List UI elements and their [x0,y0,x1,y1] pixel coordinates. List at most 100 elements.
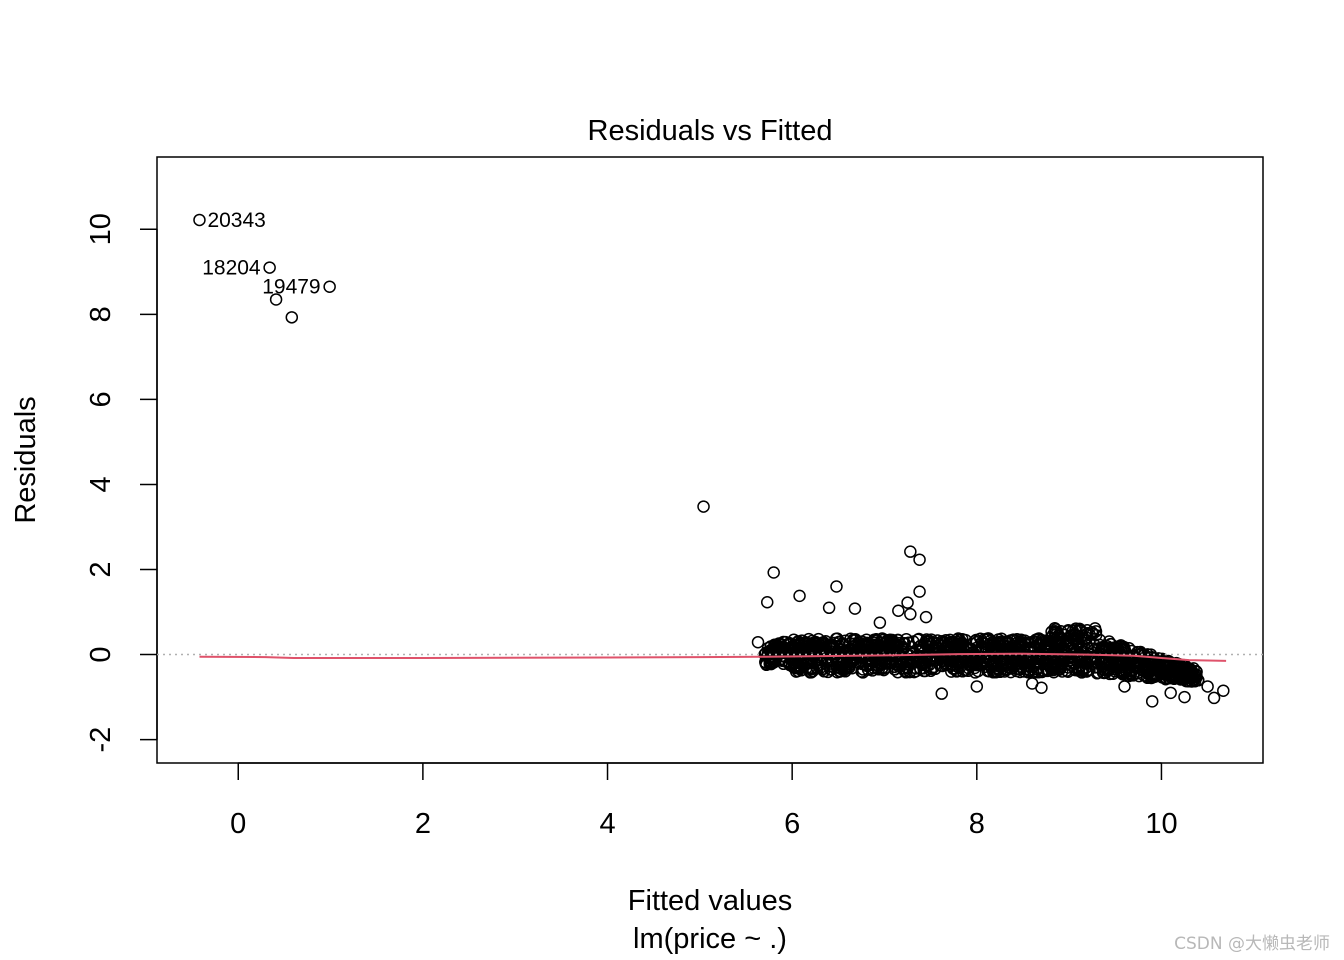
data-point [1118,680,1131,693]
cloud-point [1088,661,1102,674]
cloud-point [1085,625,1099,639]
cloud-point [1097,663,1110,676]
data-point [697,500,710,513]
cloud-point [1007,633,1020,646]
dense-point-cloud [758,621,1205,688]
point-label: 19479 [262,276,320,299]
cloud-point [937,635,950,649]
cloud-point [1192,674,1205,687]
cloud-point [802,662,816,675]
cloud-point [1127,652,1140,666]
data-point [1025,677,1039,690]
watermark: CSDN @大懒虫老师 [1174,934,1330,954]
cloud-point [1124,668,1137,682]
cloud-point [1068,663,1082,677]
data-point [1145,695,1159,708]
cloud-point [998,635,1012,649]
cloud-point [975,636,989,649]
data-point [830,580,843,593]
cloud-point [767,652,781,666]
cloud-point [774,652,787,666]
cloud-point [956,632,969,646]
data-point [767,566,780,579]
data-point [269,293,283,306]
cloud-point [1010,662,1023,676]
data-point [1164,686,1177,700]
cloud-point [979,660,992,673]
y-tick-label: 4 [85,476,117,492]
cloud-point [1023,656,1036,670]
data-point [919,610,933,624]
data-point [1217,684,1230,697]
cloud-point [1018,636,1031,649]
cloud-point [917,657,930,670]
cloud-point [891,633,905,647]
cloud-point [819,634,832,648]
x-tick-label: 8 [969,808,985,840]
data-point [970,680,984,693]
cloud-point [931,636,944,650]
cloud-point [856,663,870,676]
data-point [751,635,765,649]
point-label: 20343 [207,209,265,232]
data-point [913,553,926,566]
data-point [935,687,948,700]
y-tick-label: -2 [85,727,117,753]
cloud-point [838,646,852,660]
cloud-point [903,653,916,666]
cloud-point [830,640,844,653]
data-point [1207,691,1221,705]
cloud-point [1148,668,1162,681]
cloud-point [1048,621,1062,635]
cloud-point [916,640,929,654]
data-point [822,601,836,615]
y-tick-label: 10 [85,213,117,245]
point-label: 18204 [202,257,261,280]
data-point [1178,690,1191,704]
cloud-point [1157,665,1170,679]
cloud-point [883,656,897,670]
lines [157,652,1263,662]
x-tick-label: 10 [1145,808,1177,840]
cloud-point [835,663,849,676]
cloud-point [1088,622,1102,635]
cloud-point [1076,662,1090,675]
axes: 0 2 4 6 8 10 -2 0 2 4 6 8 10 [85,213,1178,840]
y-tick-label: 2 [85,561,117,577]
cloud-point [761,648,774,662]
cloud-point [1037,664,1050,678]
x-axis-label: Fitted values [628,885,792,917]
data-point [913,585,926,598]
cloud-point [1072,638,1085,651]
data-point [848,602,862,615]
cloud-point [1021,666,1035,679]
cloud-point [810,636,823,650]
cloud-point [883,633,897,646]
cloud-point [1122,662,1135,675]
cloud-point [977,633,991,646]
cloud-point [1173,672,1187,686]
labeled-point [263,261,276,274]
x-tick-label: 4 [599,808,615,840]
y-tick-label: 0 [85,646,117,662]
data-point [1201,680,1214,693]
smooth-line [199,652,1227,662]
data-point [904,607,917,621]
y-axis-label: Residuals [10,396,42,523]
cloud-point [844,632,857,645]
cloud-point [988,657,1001,671]
data-point [901,596,914,609]
cloud-point [943,633,957,647]
cloud-point [1054,624,1068,638]
cloud-point [1050,660,1064,673]
data-point [904,545,917,558]
cloud-point [932,646,945,659]
cloud-point [815,663,829,676]
cloud-point [999,644,1013,657]
y-tick-label: 8 [85,306,117,322]
data-point [760,596,774,609]
cloud-point [1095,641,1109,655]
data-point [873,616,887,629]
